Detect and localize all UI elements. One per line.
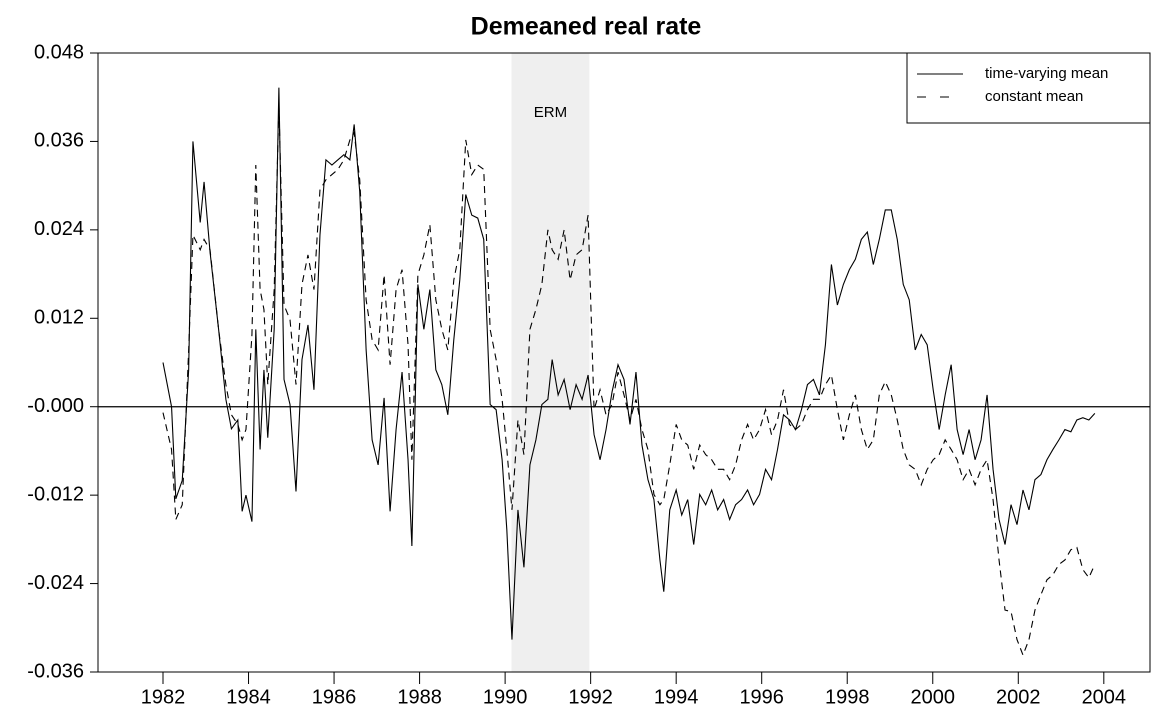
x-tick-label: 1994 xyxy=(654,686,699,708)
x-tick-label: 1984 xyxy=(226,686,271,708)
x-tick-label: 1998 xyxy=(825,686,870,708)
x-tick-label: 1990 xyxy=(483,686,528,708)
legend-label: constant mean xyxy=(985,88,1083,105)
shade-region xyxy=(511,53,590,672)
x-tick-label: 2000 xyxy=(911,686,956,708)
y-tick-label: 0.036 xyxy=(34,130,84,152)
x-tick-label: 1988 xyxy=(397,686,442,708)
plot-frame xyxy=(97,52,1151,673)
y-tick-label: -0.012 xyxy=(27,483,84,505)
legend-label: time-varying mean xyxy=(985,65,1108,82)
series-line xyxy=(162,104,1096,657)
y-tick-label: -0.000 xyxy=(27,395,84,417)
y-tick-label: 0.048 xyxy=(34,41,84,63)
legend: time-varying mean constant mean xyxy=(906,52,1151,124)
x-tick-label: 1996 xyxy=(739,686,784,708)
legend-box xyxy=(906,52,1151,124)
x-tick-label: 2004 xyxy=(1082,686,1127,708)
y-tick-label: 0.012 xyxy=(34,307,84,329)
y-tick-label: -0.036 xyxy=(27,660,84,682)
x-tick-label: 1982 xyxy=(141,686,186,708)
x-tick-label: 1986 xyxy=(312,686,357,708)
chart-title: Demeaned real rate xyxy=(471,13,702,41)
y-tick-label: -0.024 xyxy=(27,572,84,594)
series-line xyxy=(162,87,1096,640)
y-tick-label: 0.024 xyxy=(34,218,84,240)
shade-label: ERM xyxy=(534,104,567,121)
x-tick-label: 2002 xyxy=(996,686,1041,708)
x-tick-label: 1992 xyxy=(568,686,613,708)
